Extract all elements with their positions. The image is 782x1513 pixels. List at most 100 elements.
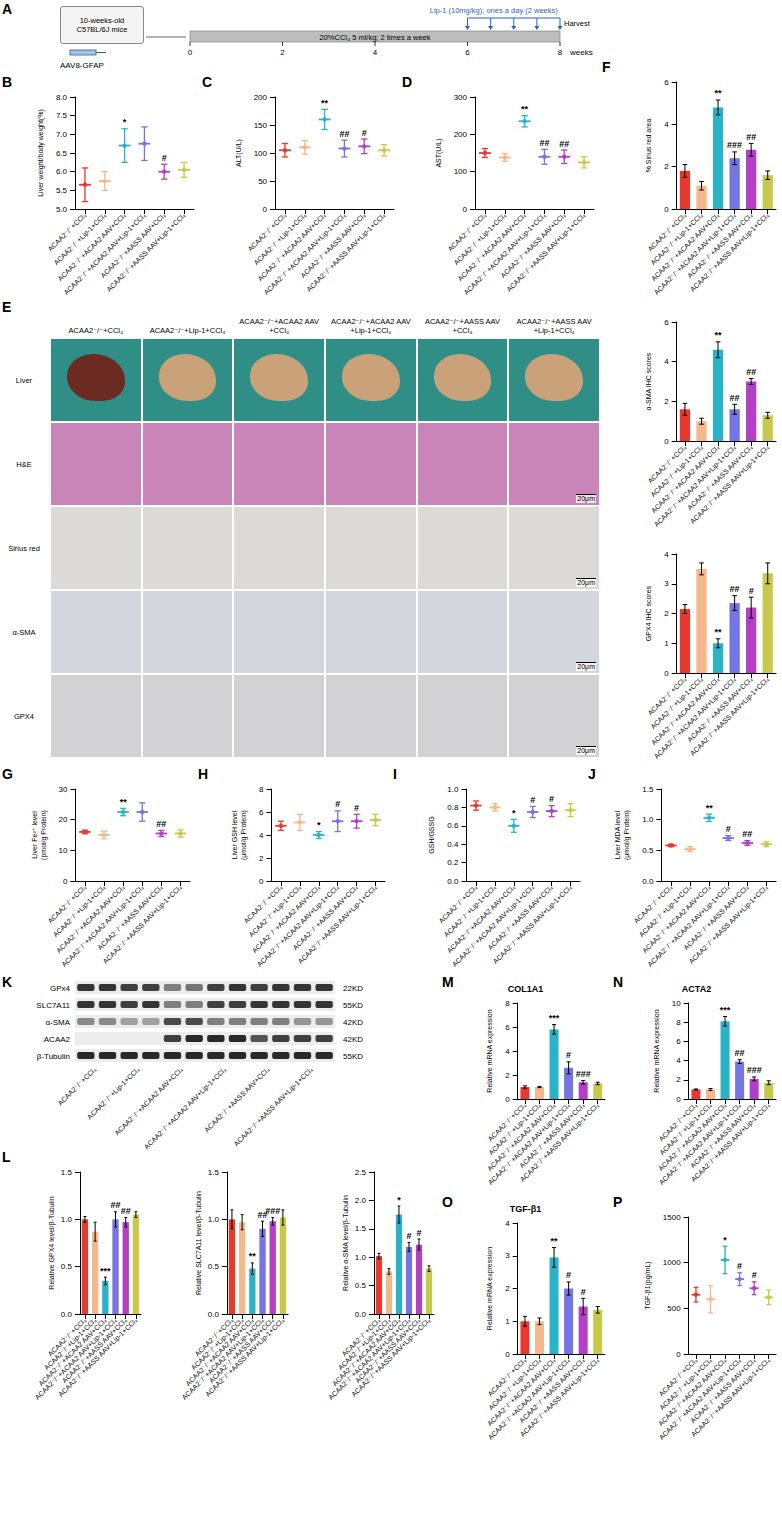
svg-text:ACAA2⁻/⁻+AASS AAV+CCl₄: ACAA2⁻/⁻+AASS AAV+CCl₄ xyxy=(518,1101,586,1169)
svg-text:1.5: 1.5 xyxy=(61,1168,73,1177)
svg-text:GSH/GSSG: GSH/GSSG xyxy=(428,816,435,853)
svg-text:###: ### xyxy=(727,140,742,150)
svg-text:ACTA2: ACTA2 xyxy=(682,984,711,994)
svg-text:###: ### xyxy=(265,1206,280,1216)
svg-text:α-SMA IHC scores: α-SMA IHC scores xyxy=(645,352,652,410)
svg-text:0: 0 xyxy=(676,1095,681,1104)
svg-text:ACAA2⁻/⁻+CCl₄: ACAA2⁻/⁻+CCl₄ xyxy=(56,1066,97,1107)
svg-text:0.0: 0.0 xyxy=(642,877,654,886)
svg-text:0.0: 0.0 xyxy=(447,877,459,886)
svg-text:2: 2 xyxy=(280,48,285,57)
svg-text:4: 4 xyxy=(676,1056,681,1065)
svg-text:ACAA2⁻/⁻+AASS AAV+Lip-1+CCl₄: ACAA2⁻/⁻+AASS AAV+Lip-1+CCl₄ xyxy=(505,211,587,293)
svg-text:ACAA2⁻/⁻+ACAA2 AAV+CCl₄: ACAA2⁻/⁻+ACAA2 AAV+CCl₄ xyxy=(113,1066,184,1137)
svg-text:(μmol/g Protein): (μmol/g Protein) xyxy=(623,810,631,860)
svg-text:ACAA2⁻/⁻+ACAA2 AAV+Lip-1+CCl₄: ACAA2⁻/⁻+ACAA2 AAV+Lip-1+CCl₄ xyxy=(462,211,547,296)
svg-text:2: 2 xyxy=(664,609,669,618)
svg-text:0.2: 0.2 xyxy=(447,858,459,867)
svg-text:1.5: 1.5 xyxy=(208,1168,220,1177)
svg-text:Harvest: Harvest xyxy=(564,19,591,28)
svg-text:42KD: 42KD xyxy=(343,1018,363,1027)
svg-text:ACAA2⁻/⁻+AASS AAV+Lip-1+CCl₄: ACAA2⁻/⁻+AASS AAV+Lip-1+CCl₄ xyxy=(519,1101,601,1183)
svg-text:ACAA2⁻/⁻+AASS AAV+Lip-1+CCl₄: ACAA2⁻/⁻+AASS AAV+Lip-1+CCl₄ xyxy=(689,211,771,293)
svg-text:4: 4 xyxy=(373,48,378,57)
svg-text:β-Tubulin: β-Tubulin xyxy=(37,1052,70,1061)
svg-text:ACAA2⁻/⁻+ACAA2 AAV+Lip-1+CCl₄: ACAA2⁻/⁻+ACAA2 AAV+Lip-1+CCl₄ xyxy=(143,1066,228,1150)
svg-text:2: 2 xyxy=(505,1284,510,1293)
svg-text:#: # xyxy=(581,1287,586,1297)
svg-text:Liver GSH level: Liver GSH level xyxy=(231,810,238,859)
svg-text:##: ## xyxy=(559,139,569,149)
svg-text:Liver Fe²⁺ level: Liver Fe²⁺ level xyxy=(31,811,38,859)
svg-text:6.5: 6.5 xyxy=(56,149,68,158)
svg-text:α-SMA: α-SMA xyxy=(45,1018,70,1027)
svg-text:Liver weight/body weight(%): Liver weight/body weight(%) xyxy=(37,109,45,197)
svg-text:2: 2 xyxy=(505,1071,510,1080)
svg-text:GPX4 IHC scores: GPX4 IHC scores xyxy=(645,585,652,641)
svg-text:TGF-β1(pg/mL): TGF-β1(pg/mL) xyxy=(644,1261,652,1309)
svg-text:***: *** xyxy=(549,1013,560,1023)
svg-text:ALT(U/L): ALT(U/L) xyxy=(235,139,243,167)
svg-text:6: 6 xyxy=(664,318,669,327)
svg-text:8: 8 xyxy=(505,999,510,1008)
svg-text:##: ## xyxy=(730,584,740,594)
svg-text:#: # xyxy=(362,128,367,138)
svg-text:1: 1 xyxy=(505,1317,510,1326)
svg-text:50: 50 xyxy=(258,177,267,186)
svg-text:ACAA2: ACAA2 xyxy=(44,1035,71,1044)
svg-text:#: # xyxy=(549,794,554,804)
svg-text:ACAA2⁻/⁻+AASS AAV+Lip-1+CCl₄: ACAA2⁻/⁻+AASS AAV+Lip-1+CCl₄ xyxy=(689,443,771,525)
svg-text:GPx4: GPx4 xyxy=(50,984,71,993)
svg-text:ACAA2⁻/⁻+ACAA2 AAV+CCl₄: ACAA2⁻/⁻+ACAA2 AAV+CCl₄ xyxy=(446,883,517,954)
svg-text:42KD: 42KD xyxy=(343,1035,363,1044)
svg-text:0.5: 0.5 xyxy=(355,1281,367,1290)
svg-text:6: 6 xyxy=(505,1023,510,1032)
svg-text:SLC7A11: SLC7A11 xyxy=(36,1001,70,1010)
svg-text:0: 0 xyxy=(63,877,68,886)
svg-text:ACAA2⁻/⁻+ACAA2 AAV+Lip-1+CCl₄: ACAA2⁻/⁻+ACAA2 AAV+Lip-1+CCl₄ xyxy=(262,211,347,296)
svg-text:ACAA2⁻/⁻+ACAA2 AAV+Lip-1+CCl₄: ACAA2⁻/⁻+ACAA2 AAV+Lip-1+CCl₄ xyxy=(327,1316,412,1401)
svg-text:8: 8 xyxy=(558,48,563,57)
svg-text:2: 2 xyxy=(676,1075,681,1084)
svg-text:10: 10 xyxy=(58,846,67,855)
svg-text:ACAA2⁻/⁻+ACAA2 AAV+CCl₄: ACAA2⁻/⁻+ACAA2 AAV+CCl₄ xyxy=(251,883,322,954)
svg-text:6: 6 xyxy=(664,78,669,87)
svg-text:*: * xyxy=(123,117,127,127)
svg-text:Relative mRNA expression: Relative mRNA expression xyxy=(486,1247,494,1330)
svg-text:8: 8 xyxy=(676,1018,681,1027)
svg-text:0.5: 0.5 xyxy=(61,1262,73,1271)
svg-text:ACAA2⁻/⁻+AASS AAV+Lip-1+CCl₄: ACAA2⁻/⁻+AASS AAV+Lip-1+CCl₄ xyxy=(690,1356,772,1438)
svg-text:Liver MDA level: Liver MDA level xyxy=(614,810,621,859)
svg-text:0: 0 xyxy=(263,205,268,214)
svg-text:100: 100 xyxy=(254,149,268,158)
svg-text:#: # xyxy=(530,795,535,805)
svg-text:0.6: 0.6 xyxy=(447,821,459,830)
svg-text:0: 0 xyxy=(505,1095,510,1104)
svg-text:ACAA2⁻/⁻+ACAA2 AAV+Lip-1+CCl₄: ACAA2⁻/⁻+ACAA2 AAV+Lip-1+CCl₄ xyxy=(60,883,145,968)
svg-text:*: * xyxy=(512,808,516,818)
svg-text:**: ** xyxy=(551,1236,559,1246)
svg-text:##: ## xyxy=(746,367,756,377)
svg-text:3: 3 xyxy=(505,1251,510,1260)
svg-text:1.0: 1.0 xyxy=(642,815,654,824)
svg-text:20: 20 xyxy=(58,815,67,824)
svg-text:% Sirius red area: % Sirius red area xyxy=(645,119,652,173)
svg-text:500: 500 xyxy=(667,1304,681,1313)
svg-text:ACAA2⁻/⁻+AASS AAV+Lip-1+CCl₄: ACAA2⁻/⁻+AASS AAV+Lip-1+CCl₄ xyxy=(689,675,771,757)
svg-text:(μmol/g Protein): (μmol/g Protein) xyxy=(240,810,248,860)
svg-text:**: ** xyxy=(715,88,723,98)
svg-text:**: ** xyxy=(715,330,723,340)
svg-text:##: ## xyxy=(746,132,756,142)
svg-text:0.4: 0.4 xyxy=(447,840,459,849)
svg-text:AAV8-GFAP: AAV8-GFAP xyxy=(60,61,104,70)
svg-text:#: # xyxy=(162,153,167,163)
svg-text:TGF-β1: TGF-β1 xyxy=(510,1204,542,1214)
svg-text:##: ## xyxy=(121,1206,131,1216)
svg-text:5.0: 5.0 xyxy=(56,205,68,214)
svg-text:100: 100 xyxy=(454,167,468,176)
svg-text:4: 4 xyxy=(664,120,669,129)
svg-text:Relative mRNA expression: Relative mRNA expression xyxy=(653,1009,661,1092)
svg-text:ACAA2⁻/⁻+AASS AAV+CCl₄: ACAA2⁻/⁻+AASS AAV+CCl₄ xyxy=(689,1356,757,1424)
svg-text:*: * xyxy=(317,820,321,830)
svg-text:30: 30 xyxy=(58,785,67,794)
